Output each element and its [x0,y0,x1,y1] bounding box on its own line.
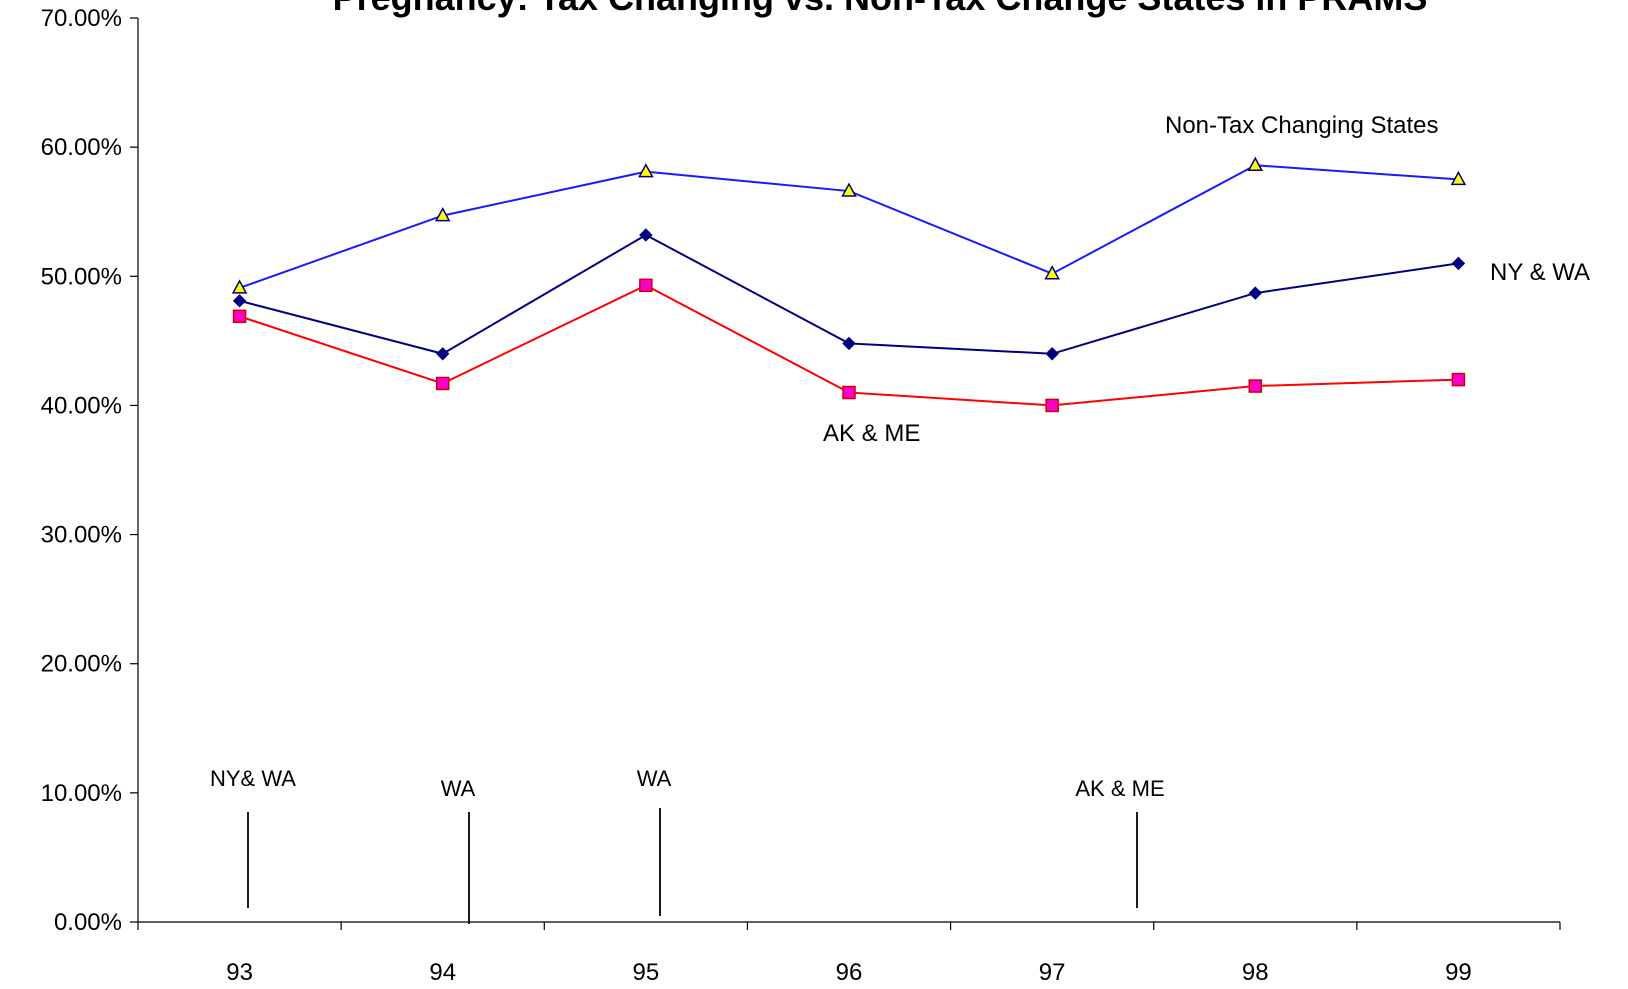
data-point [638,163,654,178]
annotation-label: WA [637,766,672,791]
y-tick-label: 60.00% [41,134,122,161]
data-point [1045,347,1059,361]
data-point [435,376,450,391]
x-tick-label: 98 [1242,959,1269,986]
series-label: AK & ME [823,420,920,447]
data-point [842,336,856,351]
data-point [1045,398,1059,413]
x-tick-label: 99 [1445,959,1472,986]
data-point [434,207,451,222]
data-point [1450,170,1467,186]
axes: 0.00% 10.00% 20.00% 30.00% 40.00% 50.00% 60.00… [41,5,1561,986]
y-tick-label: 10.00% [41,780,122,807]
x-tick-label: 94 [429,959,456,986]
data-point [436,347,450,361]
series-line [239,233,1459,355]
data-point [1044,265,1060,280]
data-point [1451,256,1466,271]
data-point [232,294,247,308]
data-point [231,279,248,294]
annotations: NY& WA WA WA AK & ME [210,766,1165,924]
data-point [1451,372,1466,387]
x-tick-label: 95 [633,959,660,986]
y-tick-label: 40.00% [41,392,122,419]
series-label: NY & WA [1490,259,1590,286]
annotation-label: NY& WA [210,766,296,791]
series-layer [231,156,1467,413]
x-tick-label: 96 [836,959,863,986]
data-point [639,278,653,293]
x-tick-label: 93 [226,959,253,986]
data-point [1248,379,1263,393]
y-tick-label: 20.00% [41,651,122,678]
x-tick-label: 97 [1039,959,1066,986]
chart-title: Pregnancy: Tax Changing vs. Non-Tax Chan… [333,0,1428,18]
annotation-label: WA [441,776,476,801]
data-point [842,385,856,400]
y-tick-label: 50.00% [41,263,122,290]
y-tick-label: 0.00% [54,909,122,936]
data-point [841,182,857,197]
data-point [232,309,247,324]
y-tick-label: 30.00% [41,522,122,549]
data-point [1248,286,1262,300]
data-point [639,228,653,242]
series-label: Non-Tax Changing States [1165,112,1439,139]
series-labels: Non-Tax Changing States NY & WA AK & ME [823,112,1590,447]
data-point [1247,156,1264,171]
annotation-label: AK & ME [1075,776,1164,801]
y-tick-label: 70.00% [41,5,122,32]
